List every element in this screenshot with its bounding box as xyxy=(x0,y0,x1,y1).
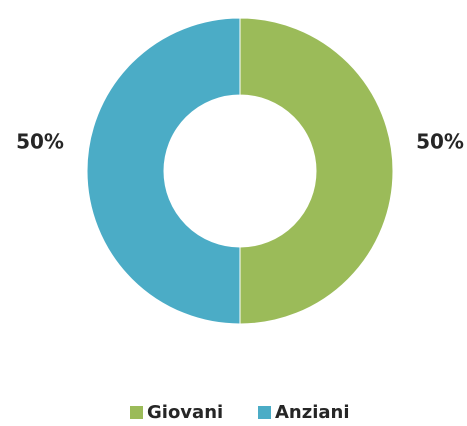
legend-swatch xyxy=(258,406,271,419)
legend-label: Giovani xyxy=(147,402,223,423)
slice xyxy=(239,17,394,325)
data-label: 50% xyxy=(16,130,64,154)
legend-swatch xyxy=(130,406,143,419)
legend-label: Anziani xyxy=(275,402,350,423)
data-label: 50% xyxy=(416,130,464,154)
slice xyxy=(86,17,241,325)
